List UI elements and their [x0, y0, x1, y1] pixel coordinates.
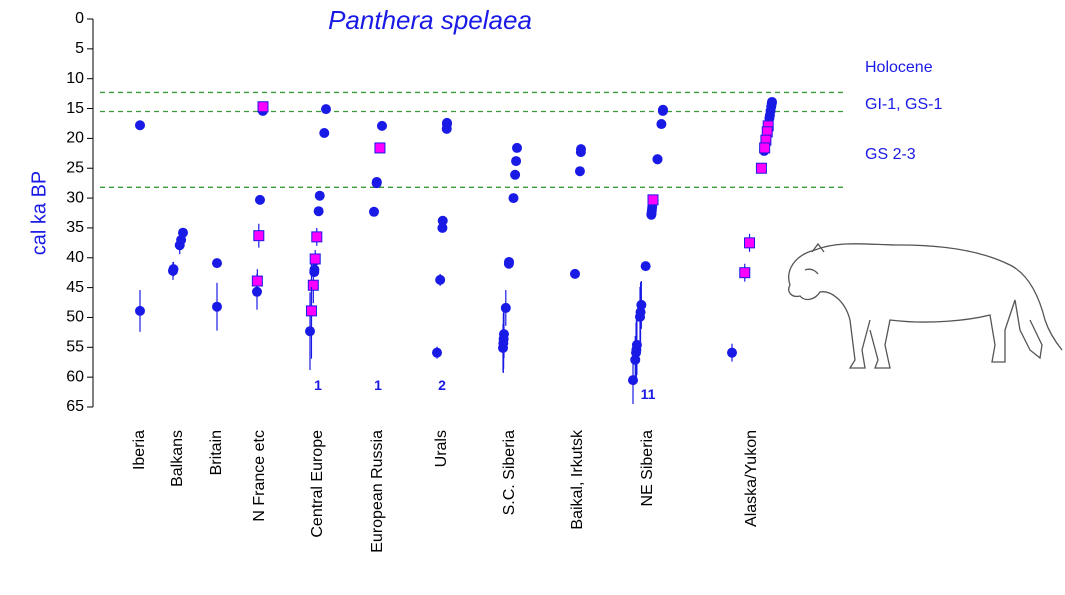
date-square — [308, 280, 318, 290]
count-label: 11 — [641, 386, 656, 402]
date-point — [727, 348, 737, 358]
date-square — [254, 231, 264, 241]
date-point — [212, 302, 222, 312]
period-label: GS 2-3 — [865, 146, 916, 163]
date-point — [315, 191, 325, 201]
date-point — [512, 143, 522, 153]
y-tick-label: 40 — [66, 249, 84, 266]
y-tick-label: 35 — [66, 219, 84, 236]
date-point — [641, 261, 651, 271]
date-point — [656, 119, 666, 129]
x-tick-label: Central Europe — [309, 430, 326, 538]
date-square — [310, 254, 320, 264]
date-point — [319, 128, 329, 138]
date-square — [258, 102, 268, 112]
x-tick-label: Balkans — [169, 430, 186, 487]
x-tick-label: Urals — [433, 430, 450, 467]
y-tick-label: 50 — [66, 309, 84, 326]
x-tick-label: Iberia — [131, 430, 148, 470]
date-point — [435, 275, 445, 285]
date-point — [437, 223, 447, 233]
date-point — [630, 355, 640, 365]
x-tick-label: S.C. Siberia — [501, 430, 518, 515]
y-tick-label: 55 — [66, 339, 84, 356]
date-point — [372, 177, 382, 187]
y-tick-label: 45 — [66, 279, 84, 296]
date-point — [135, 306, 145, 316]
date-point — [658, 105, 668, 115]
y-tick-label: 20 — [66, 130, 84, 147]
date-square — [306, 306, 316, 316]
y-tick-label: 5 — [75, 40, 84, 57]
y-tick-label: 0 — [75, 10, 84, 27]
date-square — [648, 195, 658, 205]
y-tick-label: 65 — [66, 398, 84, 415]
date-square — [252, 276, 262, 286]
date-point — [511, 156, 521, 166]
date-point — [442, 124, 452, 134]
date-point — [432, 348, 442, 358]
date-square — [745, 238, 755, 248]
date-point — [135, 120, 145, 130]
date-point — [653, 154, 663, 164]
x-tick-label: NE Siberia — [639, 430, 656, 507]
x-tick-label: N France etc — [251, 430, 268, 522]
date-square — [760, 143, 770, 153]
count-label: 2 — [438, 377, 446, 393]
date-point — [504, 259, 514, 269]
date-point — [309, 267, 319, 277]
chart-title: Panthera spelaea — [328, 5, 532, 35]
y-tick-label: 15 — [66, 100, 84, 117]
date-point — [178, 228, 188, 238]
count-label: 1 — [374, 377, 382, 393]
date-point — [377, 121, 387, 131]
date-square — [740, 268, 750, 278]
date-point — [576, 147, 586, 157]
chart: Panthera spelaea cal ka BP 0 5 10 15 20 25 30 3… — [0, 0, 1065, 590]
date-point — [369, 207, 379, 217]
date-point — [305, 326, 315, 336]
x-tick-label: European Russia — [369, 430, 386, 553]
y-axis-label: cal ka BP — [28, 171, 50, 255]
date-point — [501, 303, 511, 313]
period-label: Holocene — [865, 59, 933, 76]
x-tick-label: Alaska/Yukon — [743, 430, 760, 527]
y-tick-label: 10 — [66, 70, 84, 87]
date-point — [510, 170, 520, 180]
date-square — [756, 163, 766, 173]
y-tick-label: 25 — [66, 159, 84, 176]
date-point — [628, 375, 638, 385]
date-point — [212, 258, 222, 268]
date-point — [570, 269, 580, 279]
y-tick-label: 30 — [66, 189, 84, 206]
x-tick-label: Baikal, Irkutsk — [569, 429, 586, 530]
date-point — [575, 166, 585, 176]
date-point — [508, 193, 518, 203]
date-point — [498, 343, 508, 353]
date-point — [168, 264, 178, 274]
date-point — [321, 104, 331, 114]
y-tick-label: 60 — [66, 368, 84, 385]
date-square — [312, 232, 322, 242]
count-label: 1 — [314, 377, 322, 393]
date-square — [375, 143, 385, 153]
period-label: GI-1, GS-1 — [865, 96, 942, 113]
date-point — [255, 195, 265, 205]
x-tick-label: Britain — [208, 430, 225, 475]
date-point — [646, 210, 656, 220]
date-point — [314, 206, 324, 216]
lion-drawing — [789, 244, 1062, 368]
